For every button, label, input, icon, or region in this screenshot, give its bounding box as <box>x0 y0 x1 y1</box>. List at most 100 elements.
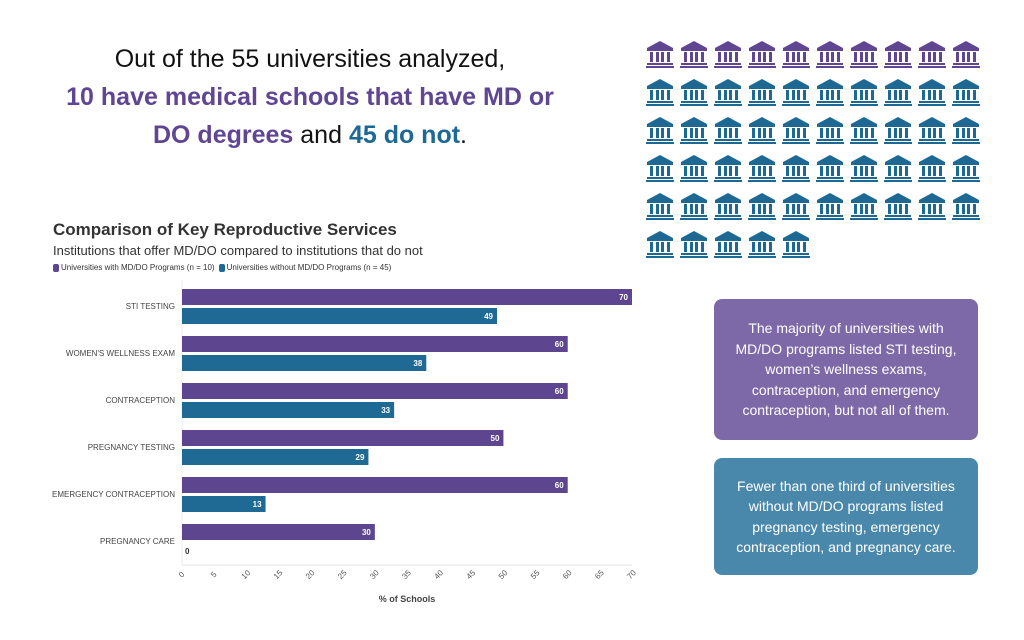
x-tick-label: 10 <box>240 568 253 581</box>
university-icon <box>748 231 776 258</box>
university-icon <box>782 41 810 68</box>
university-icon <box>646 231 674 258</box>
university-icon <box>680 117 708 144</box>
university-icon <box>884 41 912 68</box>
x-tick-label: 30 <box>368 568 381 581</box>
category-label: CONTRACEPTION <box>106 396 176 405</box>
data-label: 49 <box>484 312 493 321</box>
data-label: 13 <box>253 500 262 509</box>
bar-with <box>182 430 504 446</box>
university-icon <box>918 41 946 68</box>
university-icon <box>782 79 810 106</box>
data-label: 50 <box>491 434 500 443</box>
university-icon <box>850 41 878 68</box>
university-icon <box>714 41 742 68</box>
university-icon <box>680 193 708 220</box>
bar-with <box>182 289 632 305</box>
legend-swatch <box>218 263 225 272</box>
university-icon <box>714 79 742 106</box>
university-icon <box>748 117 776 144</box>
category-label: EMERGENCY CONTRACEPTION <box>52 490 175 499</box>
university-icon <box>952 41 980 68</box>
category-label: STI TESTING <box>126 302 175 311</box>
university-icon <box>816 79 844 106</box>
bar-without <box>182 355 427 371</box>
bar-with <box>182 524 375 540</box>
university-icon <box>918 79 946 106</box>
university-icon <box>952 117 980 144</box>
x-tick-label: 0 <box>177 570 187 580</box>
university-icon <box>782 193 810 220</box>
university-icon <box>884 193 912 220</box>
university-icon <box>918 117 946 144</box>
bar-with <box>182 336 568 352</box>
university-icon <box>884 79 912 106</box>
headline-without-md-do: 45 do not <box>348 121 461 149</box>
university-icon <box>918 155 946 182</box>
university-icon <box>646 155 674 182</box>
university-icon <box>918 193 946 220</box>
data-label: 60 <box>555 481 564 490</box>
university-icon <box>952 155 980 182</box>
university-icon <box>680 41 708 68</box>
university-icon <box>782 231 810 258</box>
university-icon <box>850 155 878 182</box>
x-tick-label: 65 <box>593 568 606 581</box>
university-icon <box>714 155 742 182</box>
headline-line1: Out of the 55 universities analyzed, <box>114 45 506 73</box>
legend-label: Universities with MD/DO Programs (n = 10… <box>61 263 215 272</box>
university-icon <box>748 79 776 106</box>
data-label: 70 <box>619 293 628 302</box>
data-label: 60 <box>555 387 564 396</box>
university-icon <box>850 79 878 106</box>
legend-item-without: Universities without MD/DO Programs (n =… <box>218 263 392 272</box>
university-icon <box>748 155 776 182</box>
x-tick-label: 20 <box>304 568 317 581</box>
chart-title: Comparison of Key Reproductive Services <box>53 220 397 239</box>
x-tick-label: 60 <box>561 568 574 581</box>
university-icon <box>748 41 776 68</box>
x-tick-label: 50 <box>497 568 510 581</box>
university-icon-grid <box>645 40 985 268</box>
callout-without-md-do: Fewer than one third of universities wit… <box>714 458 978 575</box>
university-icon <box>816 193 844 220</box>
university-icon <box>782 117 810 144</box>
university-icon <box>850 117 878 144</box>
legend-label: Universities without MD/DO Programs (n =… <box>226 263 392 272</box>
university-icon <box>884 155 912 182</box>
university-icon <box>714 231 742 258</box>
x-tick-label: 45 <box>465 568 478 581</box>
data-label: 33 <box>381 406 390 415</box>
university-icon <box>816 117 844 144</box>
bar-with <box>182 383 568 399</box>
legend-swatch <box>53 263 59 272</box>
university-icon <box>680 231 708 258</box>
bar-without <box>182 402 395 418</box>
university-icon <box>850 193 878 220</box>
x-tick-label: 35 <box>400 568 413 581</box>
university-icon <box>884 117 912 144</box>
legend-item-with: Universities with MD/DO Programs (n = 10… <box>53 263 215 272</box>
headline-with-md-do: 10 have medical schools that have MD or … <box>66 83 554 149</box>
data-label: 60 <box>555 340 564 349</box>
headline-connector: and <box>293 121 349 149</box>
university-icon <box>816 155 844 182</box>
university-icon <box>646 117 674 144</box>
chart-legend: Universities with MD/DO Programs (n = 10… <box>53 263 391 272</box>
x-axis-title: % of Schools <box>379 594 436 604</box>
x-tick-label: 55 <box>529 568 542 581</box>
university-icon <box>952 79 980 106</box>
x-tick-label: 15 <box>272 568 285 581</box>
x-tick-label: 40 <box>432 568 445 581</box>
bar-without <box>182 308 497 324</box>
university-icon <box>714 193 742 220</box>
bar-without <box>182 449 369 465</box>
university-icon <box>748 193 776 220</box>
category-label: PREGNANCY CARE <box>100 537 175 546</box>
data-label: 29 <box>356 453 365 462</box>
headline-end: . <box>460 121 467 149</box>
x-tick-label: 5 <box>209 570 219 580</box>
category-label: WOMEN'S WELLNESS EXAM <box>66 349 175 358</box>
x-tick-label: 25 <box>336 568 349 581</box>
university-icon <box>646 193 674 220</box>
